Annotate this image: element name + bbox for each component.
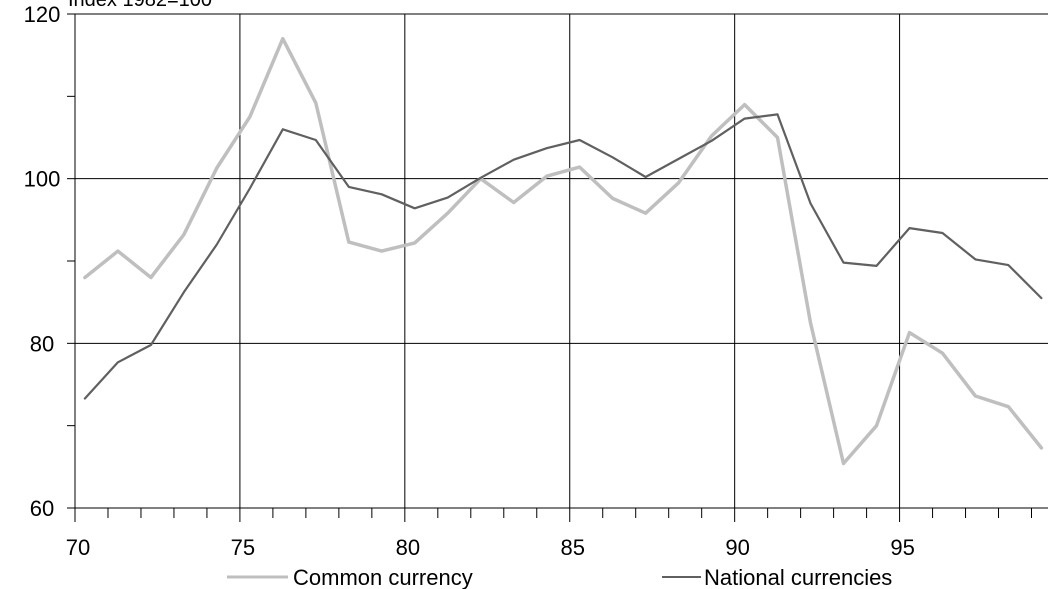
- y-tick-label: 80: [30, 331, 54, 356]
- x-tick-label: 90: [725, 535, 749, 560]
- y-axis-unit-label: Index 1982=100: [68, 0, 212, 11]
- y-tick-label: 60: [30, 496, 54, 521]
- x-tick-label: 75: [231, 535, 255, 560]
- series-line-common-currency: [83, 36, 1044, 466]
- legend-label-common-currency: Common currency: [293, 565, 473, 589]
- y-tick-label: 100: [24, 167, 61, 192]
- x-tick-label: 80: [396, 535, 420, 560]
- x-tick-label: 95: [890, 535, 914, 560]
- x-tick-label: 85: [561, 535, 585, 560]
- series-line-national-currencies: [83, 113, 1043, 400]
- series-lines: [83, 36, 1044, 466]
- x-tick-label: 70: [66, 535, 90, 560]
- y-tick-labels: 60 80 100 120: [24, 2, 61, 521]
- axes: [67, 13, 1048, 522]
- y-tick-label: 120: [24, 2, 61, 27]
- grid-lines: [75, 13, 1048, 508]
- legend-label-national-currencies: National currencies: [704, 565, 892, 589]
- x-tick-labels: 70 75 80 85 90 95: [66, 535, 915, 560]
- legend: Common currency National currencies: [227, 565, 892, 589]
